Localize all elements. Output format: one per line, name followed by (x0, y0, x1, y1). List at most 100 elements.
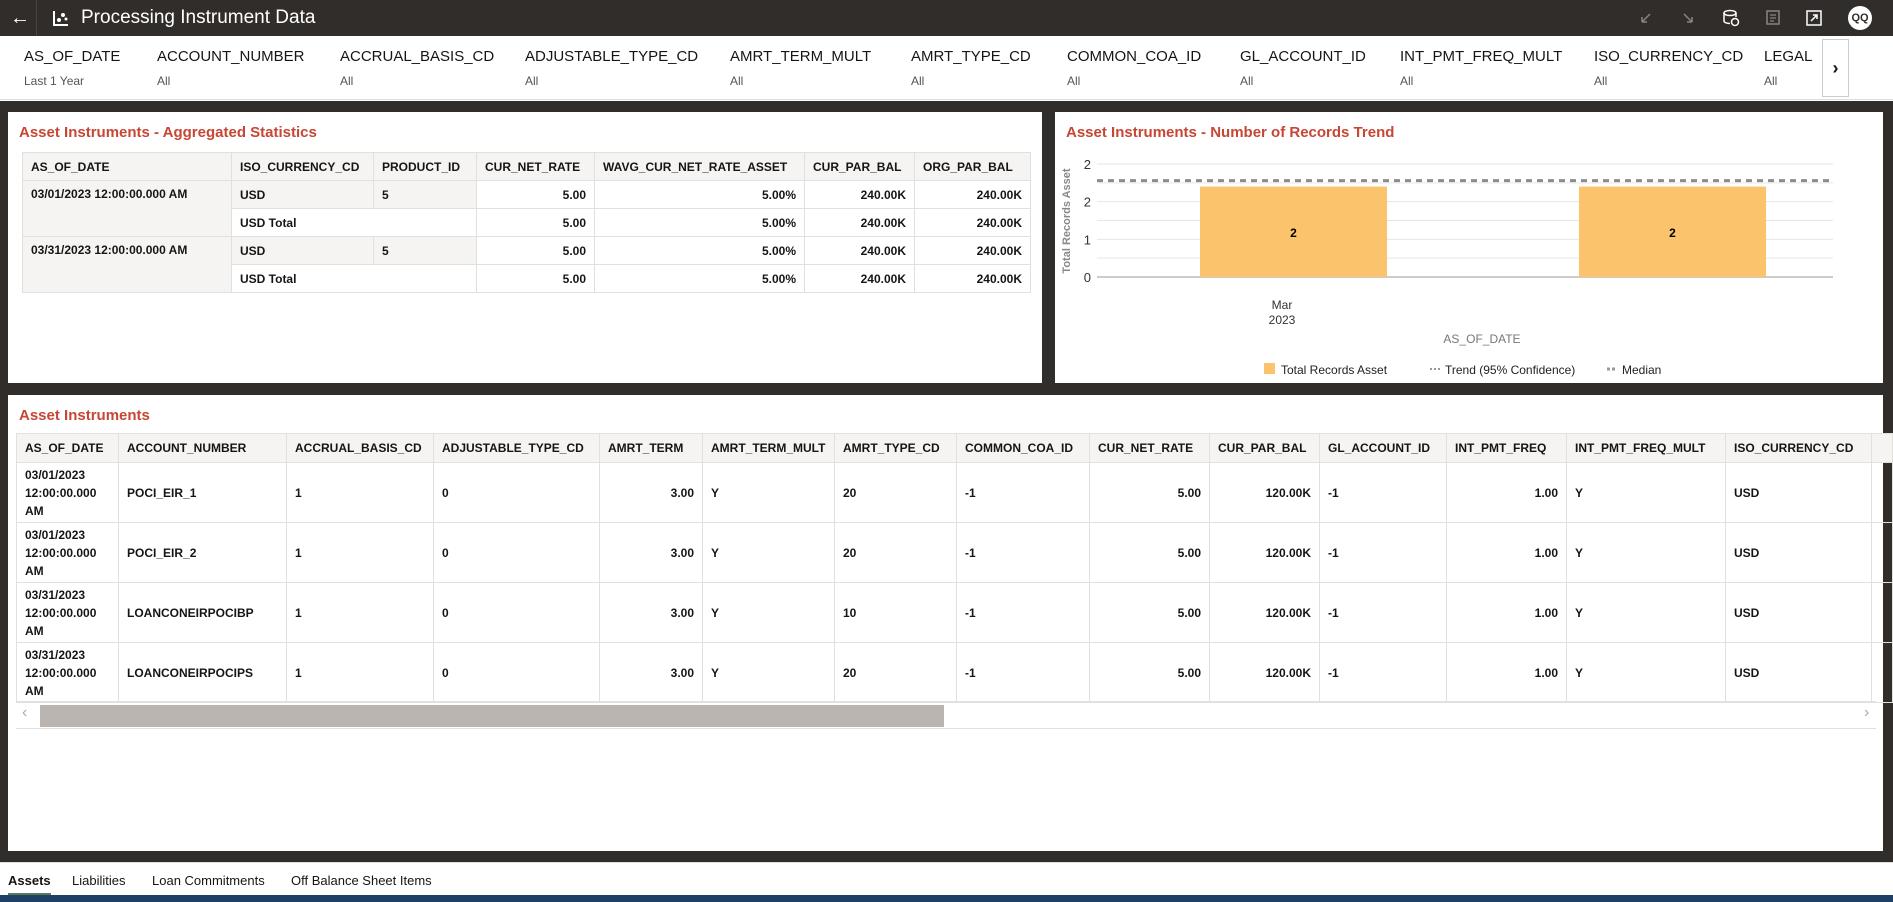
table-row[interactable]: 03/01/2023 12:00:00.000 AM POCI_EIR_2 1 0 3.… (16, 522, 1893, 583)
table-row[interactable]: 03/01/2023 12:00:00.000 AM POCI_EIR_1 1 0 3.… (16, 462, 1893, 523)
data-refresh-icon[interactable] (1722, 9, 1740, 27)
comments-icon[interactable] (1764, 9, 1782, 27)
filter-value[interactable]: All (1400, 74, 1414, 88)
filter-value[interactable]: All (911, 74, 925, 88)
table-cell: 5.00 (476, 208, 595, 237)
table-cell: 3.00 (599, 582, 703, 643)
table-cell: 240.00K (804, 208, 915, 237)
column-header[interactable]: CUR_PAR_BAL (1209, 433, 1320, 463)
chevron-right-icon[interactable]: › (1864, 704, 1870, 721)
bar (1579, 186, 1766, 277)
divider (36, 0, 37, 36)
tab-loan-commitments[interactable]: Loan Commitments (152, 873, 265, 888)
table-cell: Y (1566, 642, 1726, 703)
column-header[interactable]: CUR_PAR_BAL (804, 152, 915, 181)
column-header[interactable]: AS_OF_DATE (22, 152, 232, 181)
column-header[interactable]: ISO_CURRENCY_CD (231, 152, 374, 181)
table-row[interactable]: 03/31/2023 12:00:00.000 AM LOANCONEIRPOCI… (16, 582, 1893, 643)
x-tick-label: Mar (1272, 298, 1293, 312)
present-icon[interactable] (1805, 9, 1823, 27)
chart-icon (53, 11, 68, 26)
avatar[interactable]: QQ (1848, 6, 1872, 30)
column-header[interactable]: ACCRUAL_BASIS_CD (286, 433, 434, 463)
column-header[interactable]: CUR_NET_RATE (1089, 433, 1210, 463)
horizontal-scrollbar[interactable]: ‹ › (16, 701, 1876, 729)
filter-amrt-type-cd[interactable]: AMRT_TYPE_CD All (911, 48, 1031, 88)
column-header[interactable]: CUR_NET_RATE (476, 152, 595, 181)
filter-value[interactable]: All (340, 74, 354, 88)
y-axis-title: Total Records Asset (1061, 168, 1073, 273)
filter-int-pmt-freq-mult[interactable]: INT_PMT_FREQ_MULT All (1400, 48, 1562, 88)
filters-next-button[interactable]: › (1822, 39, 1849, 97)
filter-value[interactable]: All (730, 74, 744, 88)
legend-label: Total Records Asset (1281, 363, 1388, 377)
column-header[interactable]: AS_OF_DATE (16, 433, 119, 463)
filter-value[interactable]: All (1764, 74, 1778, 88)
column-header[interactable]: ORG_PAR_BAL (914, 152, 1031, 181)
table-cell: 5.00 (476, 236, 595, 265)
column-header[interactable]: COMMON_COA_ID (956, 433, 1090, 463)
chevron-left-icon[interactable]: ‹ (22, 704, 28, 721)
undo-icon[interactable] (1637, 9, 1655, 27)
column-header[interactable]: GL_ACCOUNT_ID (1319, 433, 1447, 463)
back-button[interactable]: ← (8, 4, 32, 32)
column-header[interactable]: INT_PMT_FREQ (1446, 433, 1567, 463)
table-cell: -1 (956, 642, 1090, 703)
table-cell: LOANCONEIRPOCIBP (118, 582, 287, 643)
table-row[interactable]: 03/31/2023 12:00:00.000 AM LOANCONEIRPOCI… (16, 642, 1893, 703)
table-cell-partial (1871, 522, 1893, 583)
table-cell: USD (1725, 522, 1872, 583)
table-cell: Y (1566, 522, 1726, 583)
table-cell: -1 (1319, 642, 1447, 703)
column-header-partial (1871, 433, 1893, 463)
filter-value[interactable]: All (157, 74, 171, 88)
table-cell-partial (1871, 642, 1893, 703)
filter-as-of-date[interactable]: AS_OF_DATE Last 1 Year (24, 48, 120, 88)
filter-amrt-term-mult[interactable]: AMRT_TERM_MULT All (730, 48, 871, 88)
filter-gl-account-id[interactable]: GL_ACCOUNT_ID All (1240, 48, 1366, 88)
table-cell: 1 (286, 522, 434, 583)
tab-off-balance-sheet-items[interactable]: Off Balance Sheet Items (291, 873, 432, 888)
table-cell: USD (231, 236, 374, 265)
column-header[interactable]: ACCOUNT_NUMBER (118, 433, 287, 463)
column-header[interactable]: ADJUSTABLE_TYPE_CD (433, 433, 600, 463)
filter-common-coa-id[interactable]: COMMON_COA_ID All (1067, 48, 1201, 88)
column-header[interactable]: AMRT_TERM (599, 433, 703, 463)
column-header[interactable]: AMRT_TERM_MULT (702, 433, 835, 463)
table-cell: POCI_EIR_1 (118, 462, 287, 523)
header-row: AS_OF_DATE ISO_CURRENCY_CD PRODUCT_ID CUR_N… (22, 152, 1031, 181)
column-header[interactable]: AMRT_TYPE_CD (834, 433, 957, 463)
tab-liabilities[interactable]: Liabilities (72, 873, 126, 888)
filter-accrual-basis-cd[interactable]: ACCRUAL_BASIS_CD All (340, 48, 494, 88)
scrollbar-thumb[interactable] (40, 705, 944, 727)
table-cell: 240.00K (914, 180, 1031, 209)
filter-label: COMMON_COA_ID (1067, 48, 1202, 65)
chevron-right-icon: › (1832, 58, 1839, 78)
filter-legal[interactable]: LEGAL All (1764, 48, 1812, 88)
table-cell: Y (1566, 582, 1726, 643)
table-cell: 5 (373, 236, 477, 265)
bar-data-label: 2 (1290, 226, 1297, 240)
column-header[interactable]: ISO_CURRENCY_CD (1725, 433, 1872, 463)
filter-account-number[interactable]: ACCOUNT_NUMBER All (157, 48, 305, 88)
table-cell: POCI_EIR_2 (118, 522, 287, 583)
table-cell: USD (1725, 642, 1872, 703)
column-header[interactable]: WAVG_CUR_NET_RATE_ASSET (594, 152, 805, 181)
filter-value[interactable]: All (1067, 74, 1081, 88)
filter-iso-currency-cd[interactable]: ISO_CURRENCY_CD All (1594, 48, 1743, 88)
filter-value[interactable]: All (525, 74, 539, 88)
filter-adjustable-type-cd[interactable]: ADJUSTABLE_TYPE_CD All (525, 48, 698, 88)
tab-assets[interactable]: Assets (8, 873, 51, 896)
table-cell: 5.00 (476, 180, 595, 209)
date-cell: 03/01/2023 12:00:00.000 AM (22, 180, 232, 237)
filter-value[interactable]: All (1240, 74, 1254, 88)
filter-value[interactable]: All (1594, 74, 1608, 88)
column-header[interactable]: PRODUCT_ID (373, 152, 477, 181)
table-cell: 5.00 (476, 264, 595, 293)
column-header[interactable]: INT_PMT_FREQ_MULT (1566, 433, 1726, 463)
filter-value[interactable]: Last 1 Year (24, 74, 85, 88)
table-cell: 5.00 (1089, 642, 1210, 703)
table-cell: USD Total (231, 264, 477, 293)
aggregated-statistics-panel: Asset Instruments - Aggregated Statistic… (8, 112, 1042, 383)
redo-icon[interactable] (1679, 9, 1697, 27)
